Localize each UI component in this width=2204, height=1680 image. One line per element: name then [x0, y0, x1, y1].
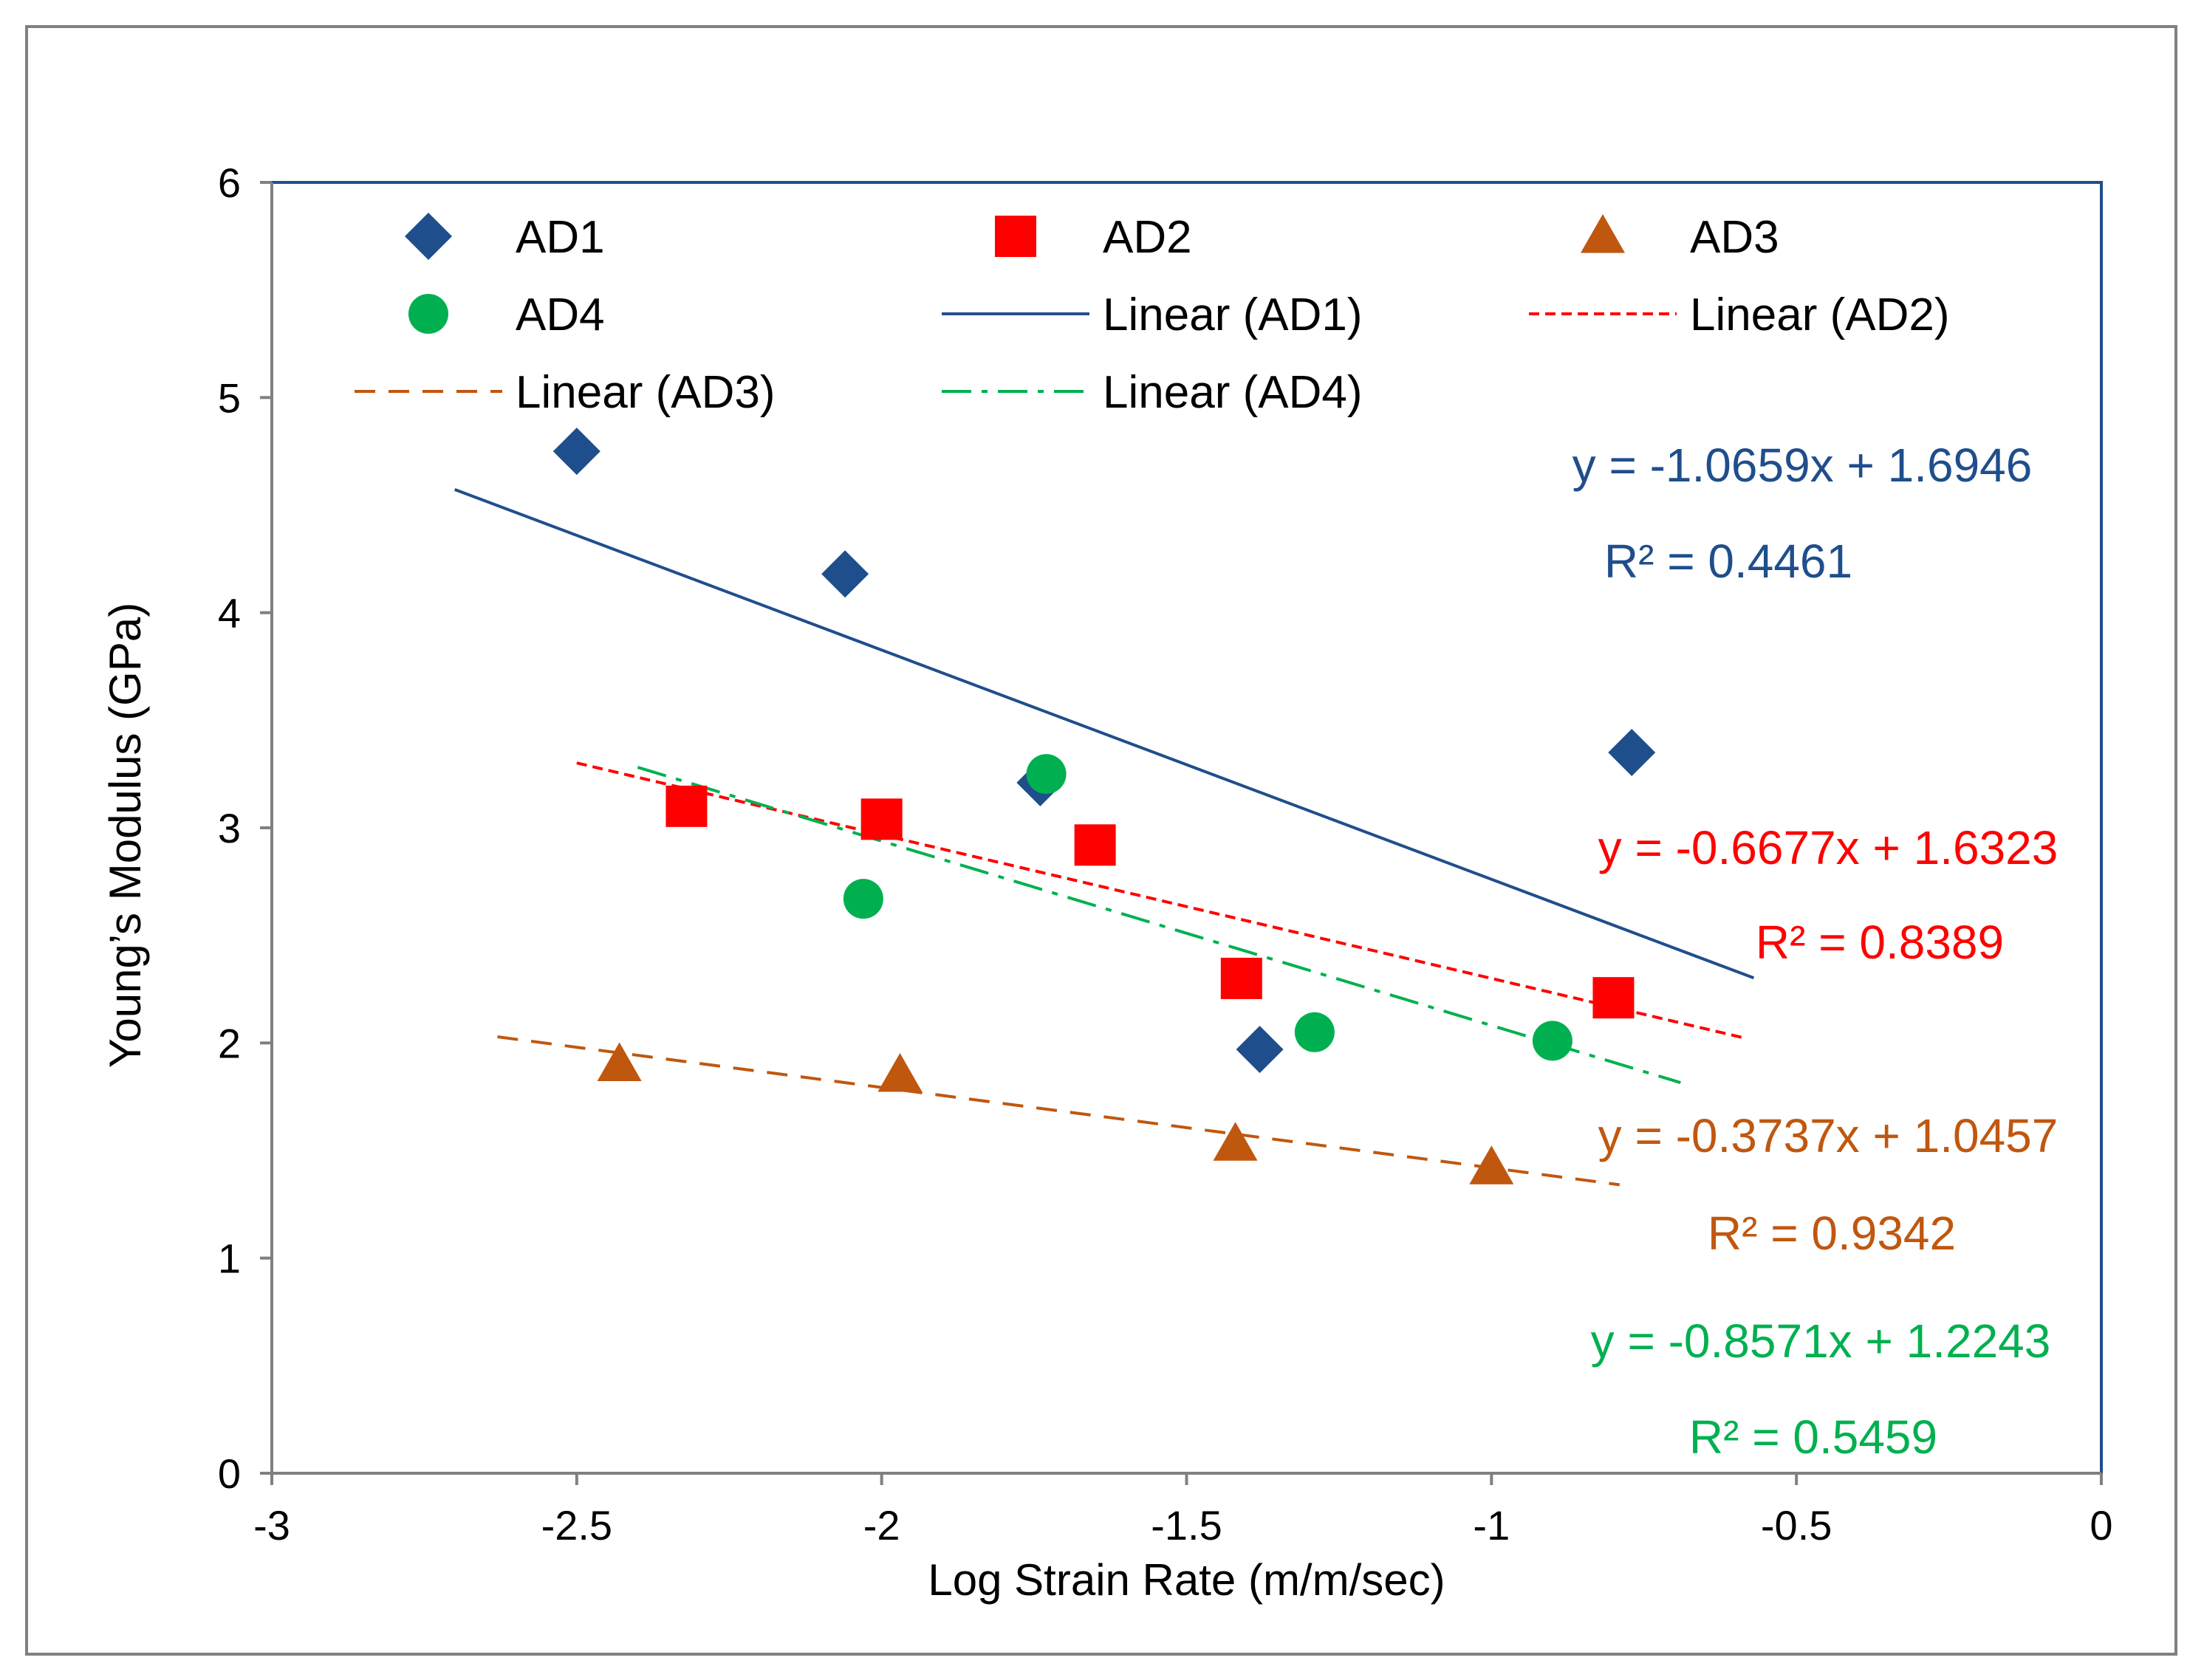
y-tick-label: 0: [218, 1450, 241, 1497]
legend-label: Linear (AD4): [1103, 367, 1362, 418]
legend-label: Linear (AD1): [1103, 289, 1362, 340]
y-tick-label: 3: [218, 805, 241, 851]
trendline-2: [576, 761, 1742, 1039]
data-point-ad1: [1236, 1026, 1284, 1074]
trendline-equation: y = -0.3737x + 1.0457: [1598, 1109, 2058, 1162]
data-point-ad4: [843, 879, 883, 919]
data-point-ad3: [877, 1053, 923, 1092]
x-tick-label: -2.5: [541, 1502, 613, 1549]
legend-marker-ad4: [408, 294, 448, 334]
data-point-ad1: [552, 428, 600, 476]
data-point-ad4: [1532, 1021, 1572, 1061]
legend-label: Linear (AD3): [516, 367, 775, 418]
legend-marker-ad1: [405, 213, 452, 260]
y-tick-label: 6: [218, 160, 241, 206]
trendline-equation: y = -0.8571x + 1.2243: [1591, 1314, 2051, 1368]
legend-marker-ad2: [995, 216, 1036, 257]
legend-label: AD2: [1103, 212, 1192, 263]
x-tick-label: -0.5: [1761, 1502, 1832, 1549]
y-tick-label: 1: [218, 1235, 241, 1282]
data-point-ad3: [1213, 1122, 1258, 1161]
data-point-ad2: [1592, 977, 1635, 1019]
trendline-1: [454, 487, 1755, 980]
trendline-r-squared: R² = 0.8389: [1756, 916, 2004, 969]
y-tick-label: 2: [218, 1020, 241, 1066]
trendline-equation: y = -1.0659x + 1.6946: [1572, 439, 2033, 492]
data-point-ad3: [597, 1042, 642, 1081]
y-tick-label: 5: [218, 374, 241, 421]
trendline-r-squared: R² = 0.5459: [1689, 1410, 1937, 1464]
data-point-ad2: [1220, 957, 1262, 999]
trendline-3: [497, 1035, 1620, 1187]
y-axis-title: Young’s Modulus (GPa): [100, 603, 150, 1068]
legend-label: AD3: [1690, 212, 1779, 263]
trendline-equation: y = -0.6677x + 1.6323: [1598, 821, 2058, 874]
x-tick-label: -1.5: [1151, 1502, 1222, 1549]
legend-label: Linear (AD2): [1690, 289, 1949, 340]
x-tick-label: 0: [2090, 1502, 2112, 1549]
data-point-ad2: [860, 798, 903, 840]
data-point-ad4: [1026, 754, 1067, 795]
y-tick-label: 4: [218, 590, 241, 637]
trendline-4: [637, 766, 1681, 1084]
legend-label: AD1: [516, 212, 605, 263]
trendline-r-squared: R² = 0.4461: [1604, 535, 1852, 588]
x-tick-label: -2: [863, 1502, 900, 1549]
data-point-ad4: [1294, 1012, 1335, 1052]
legend-label: AD4: [516, 289, 605, 340]
data-point-ad2: [665, 785, 708, 827]
x-tick-label: -3: [253, 1502, 290, 1549]
trendline-r-squared: R² = 0.9342: [1708, 1207, 1956, 1260]
data-point-ad1: [1608, 729, 1656, 777]
legend-marker-ad3: [1581, 214, 1625, 253]
data-point-ad1: [821, 550, 869, 598]
data-point-ad2: [1074, 824, 1116, 866]
x-tick-label: -1: [1473, 1502, 1510, 1549]
data-point-ad3: [1469, 1145, 1514, 1184]
x-axis-title: Log Strain Rate (m/m/sec): [928, 1555, 1445, 1605]
